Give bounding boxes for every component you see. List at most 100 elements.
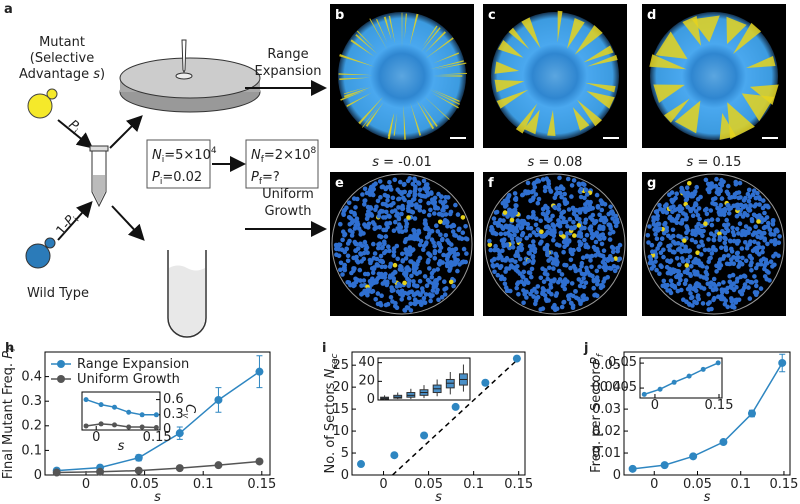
cell bbox=[756, 219, 761, 224]
cell bbox=[518, 225, 524, 231]
cell bbox=[399, 211, 404, 217]
cell bbox=[597, 252, 603, 258]
cell bbox=[669, 198, 675, 203]
cell bbox=[726, 211, 732, 216]
cell bbox=[700, 263, 705, 269]
cell bbox=[679, 242, 685, 247]
cell bbox=[727, 195, 732, 200]
cell bbox=[423, 182, 429, 188]
cell bbox=[561, 234, 566, 239]
cell bbox=[406, 215, 411, 220]
text: Advantage bbox=[19, 67, 93, 82]
cell bbox=[594, 192, 600, 198]
cell bbox=[587, 272, 592, 278]
cell bbox=[559, 210, 564, 216]
cell bbox=[570, 305, 576, 311]
cell bbox=[501, 218, 506, 223]
cell bbox=[505, 214, 510, 219]
y-tick-label: 0.02 bbox=[592, 424, 621, 439]
cell bbox=[765, 241, 770, 247]
cell bbox=[542, 184, 548, 190]
cell bbox=[418, 198, 423, 204]
cell bbox=[649, 260, 655, 266]
cell bbox=[512, 197, 518, 202]
cell bbox=[762, 266, 767, 272]
cell bbox=[730, 225, 735, 231]
cell bbox=[696, 244, 702, 249]
cell bbox=[379, 264, 385, 270]
cell bbox=[538, 307, 543, 312]
sector bbox=[691, 15, 720, 43]
cell bbox=[586, 207, 591, 212]
cell bbox=[726, 253, 731, 258]
legend-label: Uniform Growth bbox=[77, 372, 180, 387]
cell bbox=[362, 271, 368, 277]
sector bbox=[358, 96, 384, 125]
data-point bbox=[512, 354, 521, 363]
data-point bbox=[98, 402, 104, 408]
cell bbox=[691, 259, 696, 265]
cell bbox=[373, 297, 379, 302]
cell bbox=[613, 223, 619, 229]
cell bbox=[399, 229, 405, 234]
x-axis-label: s bbox=[435, 490, 442, 504]
cell bbox=[535, 284, 541, 289]
cell bbox=[402, 307, 407, 313]
cell bbox=[597, 212, 602, 218]
cell bbox=[609, 209, 615, 214]
cell bbox=[437, 241, 442, 247]
cell bbox=[677, 208, 683, 214]
cell bbox=[556, 207, 562, 212]
cell bbox=[755, 190, 760, 196]
cell bbox=[756, 241, 761, 246]
cell bbox=[734, 279, 740, 284]
sector bbox=[387, 112, 394, 137]
cell bbox=[429, 274, 435, 280]
cell bbox=[679, 221, 685, 226]
text: ) bbox=[100, 67, 105, 82]
cell bbox=[747, 253, 753, 259]
cell bbox=[400, 206, 406, 211]
cell bbox=[674, 255, 680, 261]
sector bbox=[664, 98, 690, 123]
cell bbox=[588, 258, 593, 263]
box bbox=[245, 139, 319, 189]
cell bbox=[391, 249, 397, 255]
cell bbox=[447, 268, 452, 273]
cell bbox=[617, 256, 623, 262]
cell bbox=[407, 176, 413, 181]
cell bbox=[345, 258, 351, 264]
cell bbox=[346, 200, 352, 206]
cell bbox=[717, 234, 723, 240]
cell bbox=[429, 197, 435, 202]
sector bbox=[401, 12, 403, 48]
cell bbox=[546, 289, 552, 295]
cell bbox=[526, 214, 531, 220]
cell bbox=[513, 267, 519, 273]
cell bbox=[404, 250, 409, 255]
cell bbox=[534, 216, 539, 221]
cell bbox=[668, 290, 674, 296]
x-tick-label: 0.15 bbox=[504, 477, 533, 492]
cell bbox=[757, 202, 762, 207]
cell bbox=[569, 281, 575, 286]
cell bbox=[362, 198, 368, 204]
cell bbox=[649, 242, 655, 248]
cell bbox=[566, 207, 572, 212]
cell bbox=[405, 266, 411, 272]
cell bbox=[396, 205, 401, 210]
cell bbox=[599, 241, 605, 247]
cell bbox=[670, 227, 676, 233]
cell bbox=[378, 195, 383, 200]
cell bbox=[529, 266, 535, 272]
cell bbox=[610, 216, 615, 221]
x-tick-label: 0.15 bbox=[705, 398, 734, 413]
legend-marker bbox=[57, 360, 65, 368]
cell bbox=[583, 187, 589, 193]
cell bbox=[411, 196, 417, 202]
cell bbox=[740, 255, 745, 261]
cell bbox=[455, 268, 460, 274]
cell bbox=[562, 244, 567, 249]
cell bbox=[610, 229, 616, 235]
cell bbox=[429, 237, 435, 242]
